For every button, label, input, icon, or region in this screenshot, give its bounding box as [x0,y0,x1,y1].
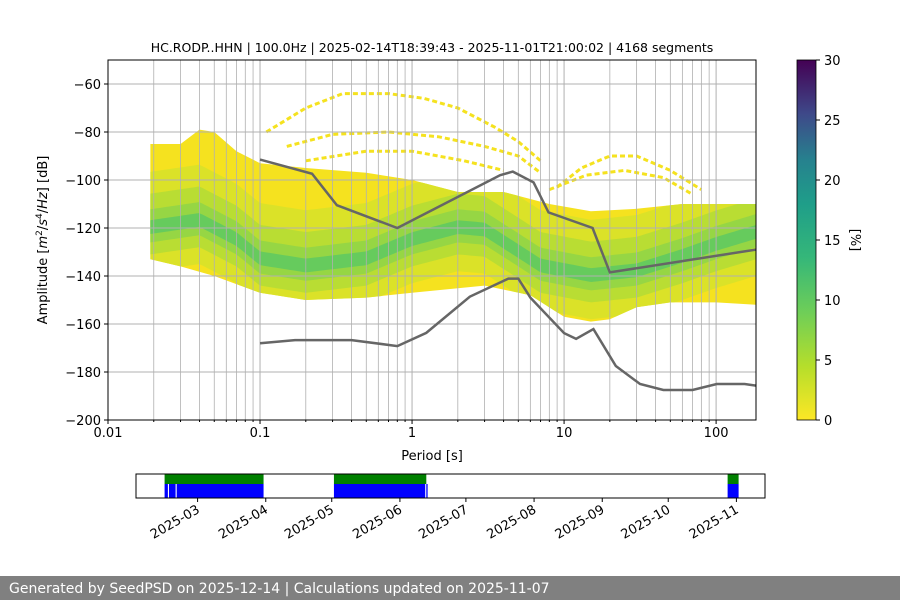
colorbar-tick-label: 15 [824,234,841,249]
timeline-frame [135,473,766,499]
coverage-bar-blue [426,484,428,498]
y-tick-label: −80 [74,126,101,141]
colorbar-tick-label: 20 [824,174,841,189]
timeline-tick-label: 2025-03 [148,502,203,542]
x-tick-label: 0.1 [250,426,271,441]
noise-model-nlnm [259,277,756,392]
coverage-bar-blue [168,484,176,498]
timeline-tick-label: 2025-06 [350,502,405,542]
coverage-bar-green [727,474,739,484]
colorbar [796,59,817,421]
colorbar-tick-label: 5 [824,354,832,369]
y-tick-label: −200 [65,414,101,429]
plot-frame [107,59,757,421]
ppsd-histogram [150,92,756,322]
y-tick-label: −120 [65,222,101,237]
y-tick-label: −60 [74,78,101,93]
coverage-bar-blue [333,484,426,498]
x-tick-label: 100 [704,426,729,441]
coverage-bar-blue [164,484,168,498]
timeline-tick-label: 2025-09 [553,502,608,542]
colorbar-tick-label: 30 [824,54,841,69]
x-tick-label: 10 [556,426,573,441]
histogram-sparse-arc [265,92,542,162]
y-axis-label: Amplitude [m2/s4/Hz] [dB] [35,156,51,325]
y-tick-label: −180 [65,366,101,381]
coverage-bar-green [333,474,427,484]
noise-model-nhnm [259,158,756,274]
x-tick-label: 1 [408,426,416,441]
x-tick-label: 0.01 [94,426,123,441]
timeline-tick-label: 2025-11 [687,502,742,542]
histogram-density-band [150,213,756,282]
y-tick-label: −100 [65,174,101,189]
coverage-bar-blue [727,484,739,498]
colorbar-label: [%] [847,229,862,252]
timeline-tick-label: 2025-04 [216,502,271,542]
colorbar-tick-label: 25 [824,114,841,129]
histogram-sparse-arc [548,168,694,196]
colorbar-tick-label: 10 [824,294,841,309]
footer-text: Generated by SeedPSD on 2025-12-14 | Cal… [0,576,900,600]
timeline-tick-label: 2025-05 [282,502,337,542]
x-axis-label: Period [s] [401,449,463,464]
histogram-sparse-arc [556,154,703,191]
coverage-bar-blue [176,484,264,498]
colorbar-tick-label: 0 [824,414,832,429]
timeline-tick-label: 2025-10 [619,502,674,542]
timeline-tick-label: 2025-07 [416,502,471,542]
y-tick-label: −140 [65,270,101,285]
timeline-tick-label: 2025-08 [485,502,540,542]
histogram-sparse-arc [305,149,504,172]
chart-title: HC.RODP..HHN | 100.0Hz | 2025-02-14T18:3… [151,40,714,55]
coverage-bar-green [164,474,264,484]
y-tick-label: −160 [65,318,101,333]
